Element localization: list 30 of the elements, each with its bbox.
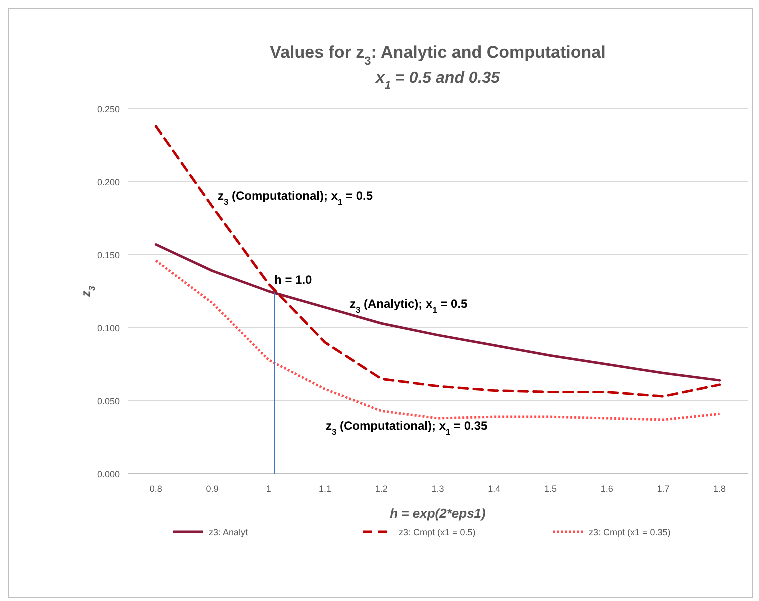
line-series	[154, 260, 722, 422]
chart-title: Values for z$_{3}$: Analytic and Computational	[270, 43, 606, 68]
x-tick-label: 1.6	[600, 484, 614, 494]
line-series	[154, 125, 722, 398]
line-series	[154, 244, 722, 382]
x-tick-label: 1.1	[319, 484, 332, 494]
x-tick-label: 1.3	[432, 484, 444, 494]
legend-label: z3: Analyt	[209, 528, 249, 538]
x-tick-label: 1.7	[657, 484, 670, 494]
annotation: z$_{3}$ (Analytic); x$_{1}$ = 0.5	[350, 297, 468, 315]
x-tick-label: 0.9	[206, 484, 219, 494]
annotation: z$_{3}$ (Computational); x$_{1}$ = 0.5	[218, 189, 374, 207]
legend-label: z3: Cmpt (x1 = 0.5)	[399, 528, 476, 538]
legend-label: z3: Cmpt (x1 = 0.35)	[589, 528, 671, 538]
y-tick-label: 0.200	[97, 178, 120, 188]
y-tick-label: 0.150	[97, 250, 120, 260]
y-tick-label: 0.050	[97, 396, 120, 406]
x-tick-label: 1.8	[714, 484, 726, 494]
chart-subtitle: x$_{1}$ = 0.5 and 0.35	[374, 70, 502, 92]
annotation: h = 1.0	[274, 273, 313, 288]
x-axis-title: h = exp(2*eps1)	[390, 506, 486, 521]
y-tick-label: 0.000	[97, 470, 120, 480]
x-tick-label: 0.8	[150, 484, 162, 494]
x-tick-label: 1.4	[488, 484, 501, 494]
y-tick-label: 0.100	[97, 324, 120, 334]
annotation: z$_{3}$ (Computational); x$_{1}$ = 0.35	[326, 419, 488, 437]
y-tick-label: 0.250	[97, 104, 120, 114]
x-tick-label: 1.5	[544, 484, 557, 494]
x-tick-label: 1	[266, 484, 272, 494]
x-tick-label: 1.2	[375, 484, 388, 494]
